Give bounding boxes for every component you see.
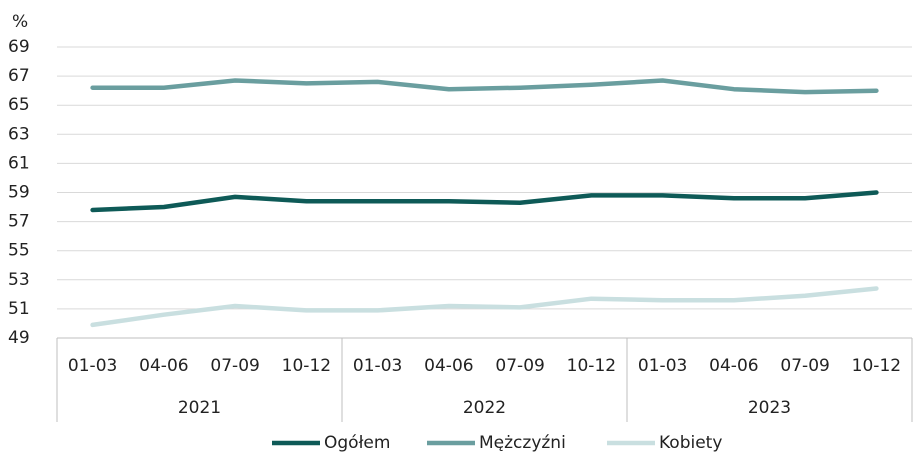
y-tick-label: 67 — [8, 66, 30, 86]
y-axis-label: % — [12, 12, 28, 32]
group-label: 2023 — [748, 398, 791, 418]
y-tick-label: 61 — [8, 153, 30, 173]
legend-label: Mężczyźni — [479, 433, 566, 453]
x-tick-label: 07-09 — [780, 356, 829, 376]
y-tick-label: 57 — [8, 212, 30, 232]
group-label: 2021 — [178, 398, 221, 418]
legend-label: Kobiety — [659, 433, 722, 453]
y-tick-label: 65 — [8, 95, 30, 115]
x-tick-label: 01-03 — [68, 356, 117, 376]
y-tick-label: 59 — [8, 183, 30, 203]
y-tick-label: 69 — [8, 37, 30, 57]
x-tick-label: 04-06 — [424, 356, 473, 376]
x-tick-label: 10-12 — [567, 356, 616, 376]
x-tick-label: 01-03 — [638, 356, 687, 376]
x-tick-label: 10-12 — [282, 356, 331, 376]
line-series — [90, 190, 879, 213]
x-tick-label: 04-06 — [139, 356, 188, 376]
group-label: 2022 — [463, 398, 506, 418]
y-tick-label: 51 — [8, 299, 30, 319]
y-tick-label: 55 — [8, 241, 30, 261]
x-tick-label: 07-09 — [210, 356, 259, 376]
line-series — [90, 286, 879, 328]
y-tick-label: 49 — [8, 328, 30, 348]
y-tick-label: 63 — [8, 124, 30, 144]
x-tick-label: 07-09 — [495, 356, 544, 376]
y-tick-label: 53 — [8, 270, 30, 290]
x-tick-label: 04-06 — [709, 356, 758, 376]
x-tick-label: 10-12 — [852, 356, 901, 376]
legend-label: Ogółem — [324, 433, 390, 453]
x-tick-label: 01-03 — [353, 356, 402, 376]
line-series — [90, 78, 879, 95]
